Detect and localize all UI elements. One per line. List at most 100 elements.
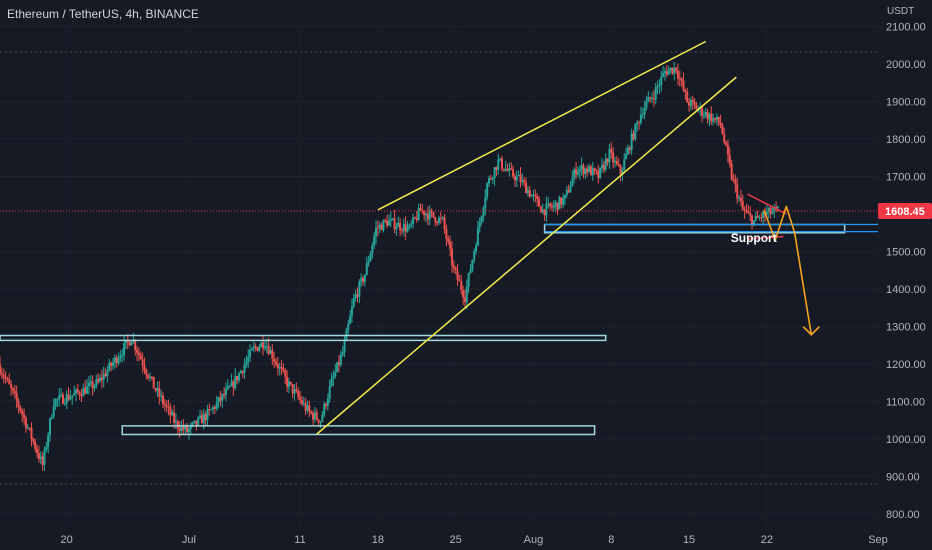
candle-body bbox=[111, 362, 114, 366]
candle-body bbox=[82, 387, 85, 397]
candle-body bbox=[11, 388, 14, 391]
candle-body bbox=[330, 378, 333, 387]
candle-body bbox=[304, 402, 307, 411]
candle-body bbox=[343, 340, 346, 353]
candle-body bbox=[165, 405, 168, 407]
candle-body bbox=[419, 207, 422, 211]
candle-body bbox=[760, 217, 763, 219]
candle-body bbox=[571, 178, 574, 187]
candle-body bbox=[554, 202, 557, 206]
candle-body bbox=[123, 343, 126, 356]
candle-body bbox=[397, 222, 400, 228]
candle-body bbox=[147, 374, 150, 379]
candle-body bbox=[575, 169, 578, 175]
candle-body bbox=[260, 342, 263, 347]
candle-body bbox=[54, 399, 57, 407]
candle-body bbox=[387, 220, 390, 226]
candle-body bbox=[525, 182, 528, 194]
candle-body bbox=[69, 397, 72, 400]
annotations: Support bbox=[0, 40, 878, 436]
candle-body bbox=[49, 418, 52, 436]
candle-body bbox=[47, 435, 50, 447]
candle-body bbox=[549, 203, 552, 207]
candle-body bbox=[74, 389, 77, 394]
candle-body bbox=[358, 281, 361, 297]
candle-body bbox=[176, 421, 179, 429]
candle-body bbox=[617, 164, 620, 166]
y-tick-label: 1000.00 bbox=[886, 434, 926, 446]
candle-body bbox=[563, 195, 566, 199]
candle-body bbox=[204, 413, 207, 421]
candle-body bbox=[223, 394, 226, 396]
candle-body bbox=[558, 197, 561, 210]
candle-body bbox=[139, 354, 142, 360]
candle-body bbox=[500, 158, 503, 170]
candle-body bbox=[271, 350, 274, 359]
candle-body bbox=[593, 168, 596, 171]
candle-body bbox=[538, 198, 541, 207]
candle-body bbox=[478, 222, 481, 228]
candle-body bbox=[578, 168, 581, 172]
candle-body bbox=[189, 424, 192, 429]
candle-body bbox=[671, 67, 674, 74]
candle-body bbox=[408, 224, 411, 228]
candle-body bbox=[58, 395, 61, 400]
candle-body bbox=[612, 152, 615, 163]
candle-body bbox=[208, 409, 211, 411]
candle-body bbox=[326, 398, 329, 406]
y-tick-label: 900.00 bbox=[886, 472, 920, 484]
candle-body bbox=[363, 274, 366, 282]
candle-body bbox=[721, 124, 724, 135]
candle-body bbox=[258, 346, 261, 351]
candle-body bbox=[108, 362, 111, 371]
candle-body bbox=[636, 122, 639, 124]
candle-body bbox=[601, 164, 604, 168]
candle-body bbox=[230, 381, 233, 387]
candle-body bbox=[269, 350, 272, 354]
candle-body bbox=[100, 377, 103, 380]
candle-body bbox=[615, 160, 618, 165]
candle-body bbox=[239, 371, 242, 374]
candle-body bbox=[515, 176, 518, 181]
candle-body bbox=[6, 378, 9, 380]
candle-body bbox=[623, 159, 626, 171]
candle-body bbox=[78, 392, 81, 396]
candle-body bbox=[312, 413, 315, 420]
candle-body bbox=[734, 179, 737, 185]
candle-body bbox=[415, 217, 418, 221]
candle-body bbox=[639, 115, 642, 123]
grid bbox=[0, 24, 879, 528]
candle-body bbox=[391, 218, 394, 220]
candle-body bbox=[775, 207, 778, 209]
candle-body bbox=[141, 359, 144, 366]
candle-body bbox=[686, 91, 689, 103]
candle-body bbox=[521, 180, 524, 183]
candle-body bbox=[619, 165, 622, 175]
candle-body bbox=[767, 207, 770, 212]
candle-body bbox=[37, 453, 40, 459]
candle-body bbox=[399, 222, 402, 231]
candle-body bbox=[174, 421, 177, 423]
candle-body bbox=[658, 84, 661, 87]
candles bbox=[0, 61, 779, 471]
candle-body bbox=[13, 390, 16, 393]
candle-body bbox=[300, 399, 303, 405]
y-tick-label: 2100.00 bbox=[886, 22, 926, 34]
candle-body bbox=[552, 205, 555, 208]
candle-body bbox=[475, 245, 478, 252]
candle-body bbox=[17, 400, 20, 407]
candle-body bbox=[434, 217, 437, 223]
candle-body bbox=[212, 407, 215, 410]
candle-body bbox=[647, 97, 650, 102]
support-label: Support bbox=[731, 231, 777, 245]
y-axis: 2100.00 2000.00 1900.00 1800.00 1700.00 1500.… bbox=[886, 22, 926, 522]
projection-arrow bbox=[763, 205, 813, 335]
candle-body bbox=[486, 183, 489, 197]
candle-body bbox=[667, 69, 670, 75]
candle-body bbox=[0, 373, 3, 375]
candle-body bbox=[295, 389, 298, 392]
y-tick-label: 2000.00 bbox=[886, 59, 926, 71]
candle-body bbox=[597, 171, 600, 179]
candle-body bbox=[39, 456, 42, 459]
